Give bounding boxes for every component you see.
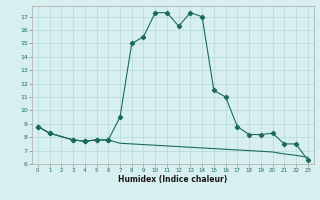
X-axis label: Humidex (Indice chaleur): Humidex (Indice chaleur) [118,175,228,184]
